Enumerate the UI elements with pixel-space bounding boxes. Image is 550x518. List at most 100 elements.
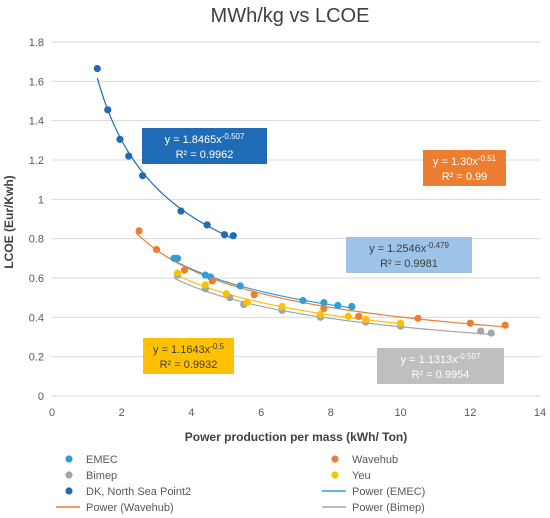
data-point-series-1 [135,227,143,235]
x-tick-label: 14 [534,407,546,419]
data-point-series-0 [320,298,328,307]
legend-label: Bimep [86,470,117,482]
legend-marker [65,487,73,495]
equation-box-bg [142,128,267,164]
legend-marker [331,455,339,463]
data-point-series-3 [116,135,124,143]
legend-item: Power (EMEC) [322,486,425,498]
equation-box-bg [377,348,504,384]
data-point-series-1 [250,291,258,299]
equation-box-bg [423,150,506,186]
data-point-series-4 [344,312,352,320]
legend-label: DK, North Sea Point2 [86,486,191,498]
equation-box-1: y = 1.30x-0.51 R² = 0.99 [423,150,506,186]
data-point-series-3 [104,106,112,114]
data-point-series-4 [316,310,324,318]
y-tick-label: 1.4 [29,116,44,128]
y-tick-label: 0.6 [29,273,44,285]
data-point-series-2 [477,327,485,335]
equation-box-2: y = 1.1313x-0.507 R² = 0.9954 [377,348,504,384]
data-point-series-3 [139,172,147,180]
legend-label: Wavehub [352,454,398,466]
data-point-series-0 [348,302,356,311]
data-point-series-3 [203,221,211,229]
data-point-series-4 [278,302,286,311]
y-axis-label: LCOE (Eur/Kwh) [2,175,16,268]
y-tick-label: 0.8 [29,234,44,246]
data-point-series-1 [355,312,363,320]
x-axis-label: Power production per mass (kWh/ Ton) [185,430,407,444]
r-squared-text: R² = 0.9932 [160,359,218,371]
legend-item: EMEC [65,454,118,466]
data-point-series-4 [173,269,182,277]
data-point-series-3 [125,152,133,160]
x-tick-label: 10 [394,407,406,419]
chart-title: MWh/kg vs LCOE [211,5,370,27]
legend-label: Power (Wavehub) [86,502,174,514]
y-tick-label: 0.4 [29,312,44,324]
equation-text: y = 1.1313x-0.507 [401,352,481,366]
r-squared-text: R² = 0.9962 [176,149,234,161]
data-point-series-4 [396,319,405,327]
equation-labels: y = 1.2546x-0.479 R² = 0.9981 y = 1.30x-0.… [142,128,506,384]
x-tick-label: 12 [464,407,476,419]
equation-text: y = 1.30x-0.51 [433,154,497,168]
y-tick-label: 1.2 [29,155,44,167]
x-tick-label: 0 [49,407,55,419]
trendline-4 [173,273,405,325]
legend-label: EMEC [86,454,118,466]
data-point-series-0 [299,297,307,305]
data-point-series-3 [177,207,185,215]
y-tick-label: 1.8 [29,37,44,49]
data-point-series-1 [320,304,328,313]
data-point-series-4 [243,298,251,307]
axes: 0 0.2 0.4 0.6 0.8 1 1.2 1.4 1.6 1.8 0 2 4 6 8 10 12 14 [29,37,546,419]
legend-item: Bimep [65,470,117,482]
x-tick-label: 6 [258,407,264,419]
r-squared-text: R² = 0.9954 [412,369,470,381]
data-point-series-1 [152,245,161,254]
legend-item: Wavehub [331,454,398,466]
equation-box-bg [143,338,234,374]
equation-text: y = 1.2546x-0.479 [369,241,449,255]
y-tick-label: 1.6 [29,76,44,88]
data-point-series-1 [501,321,509,329]
legend-item: DK, North Sea Point2 [65,486,191,498]
equation-text: y = 1.1643x-0.5 [153,342,225,356]
legend-label: Power (Bimep) [352,502,425,514]
legend-item: Yeu [331,470,371,482]
r-squared-text: R² = 0.99 [442,171,488,183]
equation-box-4: y = 1.1643x-0.5 R² = 0.9932 [143,338,234,374]
grid [52,41,540,397]
x-tick-label: 8 [328,407,334,419]
equation-text: y = 1.8465x-0.507 [165,132,245,146]
trend-lines [96,77,509,336]
r-squared-text: R² = 0.9981 [380,258,438,270]
legend-marker [65,471,73,479]
equation-box-0: y = 1.2546x-0.479 R² = 0.9981 [346,237,472,273]
legend-marker [331,471,339,479]
data-point-series-4 [222,290,230,298]
y-tick-label: 1 [38,194,44,206]
equation-box-bg [346,237,472,273]
y-tick-label: 0.2 [29,352,44,364]
data-point-series-1 [414,314,422,322]
data-points [93,64,509,337]
data-point-series-0 [236,282,244,290]
x-tick-label: 2 [119,407,125,419]
legend: EMEC Bimep DK, North Sea Point2 Wavehub Yeu P… [56,454,425,514]
data-point-series-3 [229,232,237,240]
data-point-series-4 [362,315,370,323]
data-point-series-3 [93,64,101,73]
legend-item: Power (Bimep) [322,502,425,514]
legend-item: Power (Wavehub) [56,502,174,514]
data-point-series-1 [180,266,189,274]
data-point-series-2 [487,329,495,337]
data-point-series-0 [334,301,342,310]
legend-label: Yeu [352,470,371,482]
data-point-series-1 [466,319,474,327]
x-tick-label: 4 [188,407,194,419]
legend-label: Power (EMEC) [352,486,425,498]
data-point-series-3 [220,231,229,239]
